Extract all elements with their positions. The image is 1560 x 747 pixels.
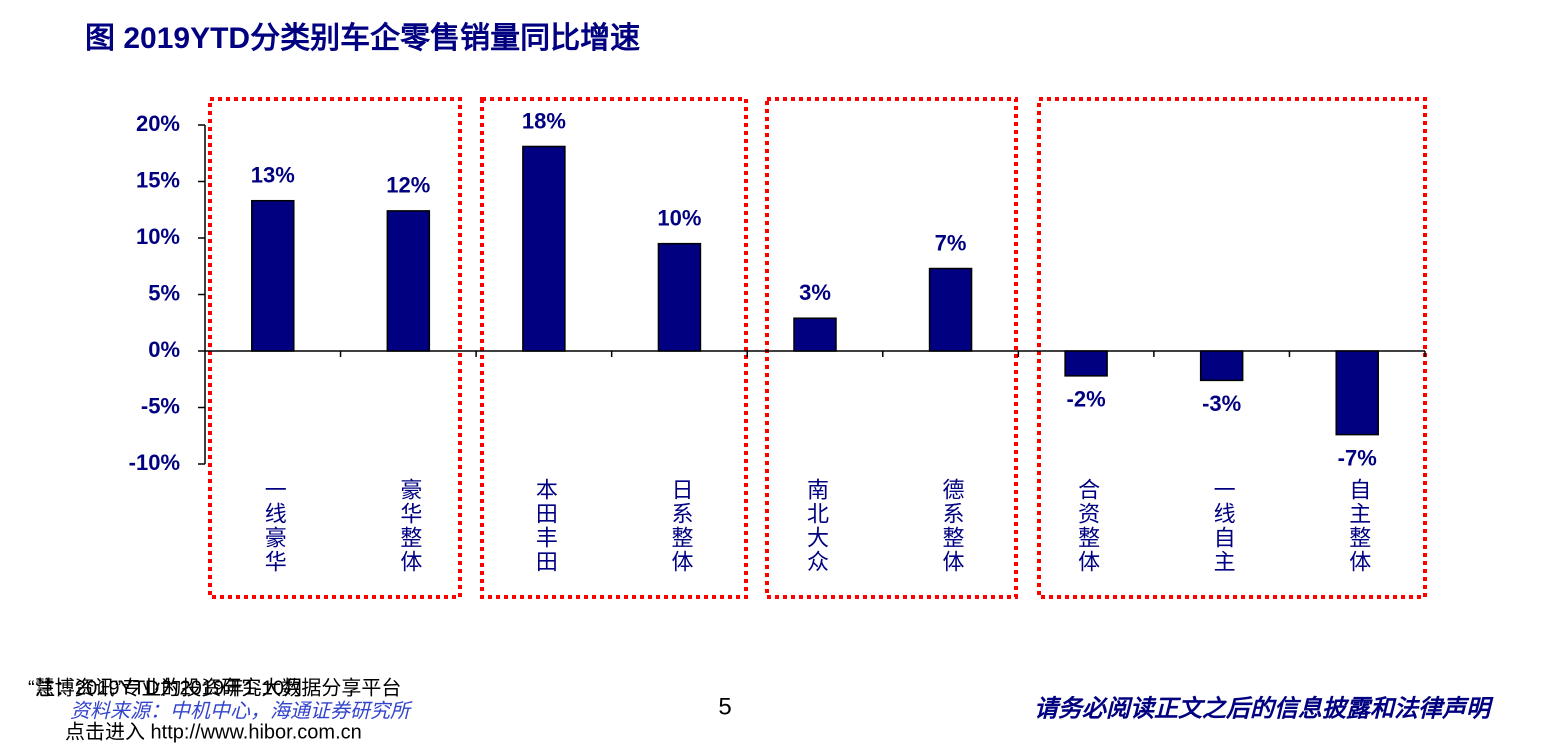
x-tick-label: 南北大众	[803, 478, 829, 574]
bar	[1064, 350, 1108, 377]
watermark-link: 点击进入 http://www.hibor.com.cn	[65, 720, 362, 743]
y-tick-label: -5%	[141, 393, 180, 418]
bar	[386, 210, 431, 352]
y-tick-label: -10%	[129, 450, 180, 475]
group-box	[480, 97, 748, 599]
x-tick-label: 一线自主	[1210, 478, 1236, 574]
disclaimer: 请务必阅读正文之后的信息披露和法律声明	[1034, 694, 1494, 723]
chart-title: 图 2019YTD分类别车企零售销量同比增速	[85, 21, 640, 55]
value-label: 18%	[522, 108, 566, 133]
group-box	[1037, 97, 1427, 599]
value-label: -7%	[1338, 445, 1377, 470]
y-tick-label: 0%	[148, 337, 180, 362]
x-tick-label: 豪华整体	[396, 478, 422, 574]
bar	[1199, 350, 1244, 382]
x-tick-label: 日系整体	[667, 478, 693, 574]
note: 注：2019YTD为2019年1-10月	[35, 676, 304, 699]
value-label: 13%	[251, 163, 295, 188]
value-label: -2%	[1067, 387, 1106, 412]
page-number: 5	[718, 693, 731, 720]
value-label: 3%	[799, 280, 831, 305]
y-tick-label: 20%	[136, 111, 180, 136]
x-tick-label: 一线豪华	[261, 478, 287, 574]
bar	[1335, 350, 1379, 436]
value-label: 10%	[657, 205, 701, 230]
watermark: “慧博资讯”专业的投资研究大数据分享平台	[28, 676, 401, 699]
x-tick-label: 本田丰田	[532, 478, 558, 574]
bar	[928, 267, 973, 352]
group-boxes	[208, 97, 1427, 599]
y-tick-label: 5%	[148, 280, 180, 305]
bar	[657, 242, 702, 352]
value-label: 12%	[386, 173, 430, 198]
y-tick-label: 10%	[136, 224, 180, 249]
bar	[522, 145, 566, 352]
y-tick-label: 15%	[136, 167, 180, 192]
source: 资料来源：中机中心，海通证券研究所	[70, 699, 413, 723]
x-tick-label: 自主整体	[1345, 478, 1371, 574]
value-label: -3%	[1202, 391, 1241, 416]
x-tick-label: 德系整体	[939, 478, 965, 574]
group-box	[765, 97, 1018, 599]
x-tick-label: 合资整体	[1074, 478, 1100, 574]
group-box	[208, 97, 462, 599]
bar	[793, 317, 837, 352]
value-label: 7%	[935, 230, 967, 255]
bar	[251, 199, 295, 352]
